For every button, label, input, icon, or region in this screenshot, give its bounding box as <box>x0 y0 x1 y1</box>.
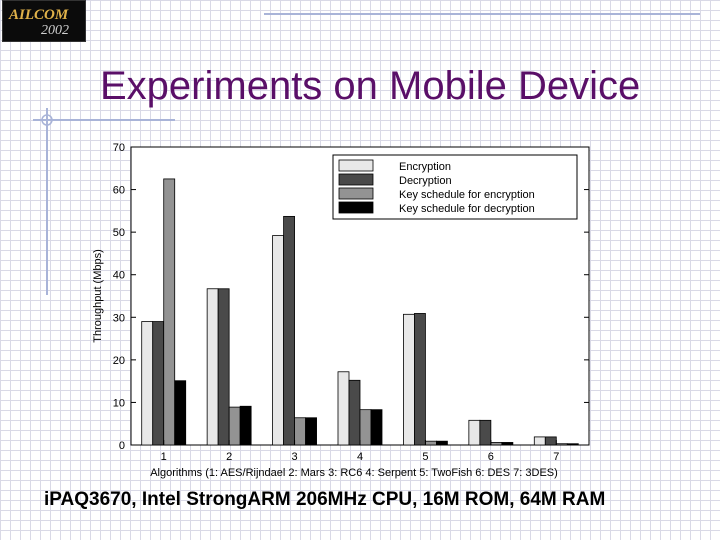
bar <box>272 235 284 446</box>
legend-swatch <box>338 159 374 172</box>
bar <box>337 371 350 446</box>
y-tick-label: 70 <box>113 142 125 154</box>
y-axis-label: Throughput (Mbps) <box>92 249 104 343</box>
bar <box>566 443 579 446</box>
legend-label: Encryption <box>399 161 451 173</box>
logo-year: 2002 <box>41 23 69 38</box>
bar <box>305 417 317 446</box>
bar <box>468 419 481 446</box>
bar <box>403 313 415 446</box>
legend-swatch <box>338 187 374 200</box>
bar <box>490 442 503 446</box>
bar <box>174 380 187 446</box>
y-tick-label: 30 <box>113 312 125 324</box>
bar <box>533 436 546 446</box>
bar <box>479 419 492 446</box>
legend-swatch <box>338 173 374 186</box>
y-tick-label: 60 <box>113 185 125 197</box>
bar <box>348 379 361 446</box>
bar <box>544 436 557 446</box>
bar <box>239 405 252 446</box>
logo-text: AILCOM <box>9 7 69 23</box>
x-tick-label: 3 <box>292 451 298 463</box>
bar <box>141 321 154 446</box>
bar <box>283 215 295 446</box>
bar <box>359 409 372 446</box>
x-tick-label: 2 <box>226 451 232 463</box>
bar <box>370 409 383 446</box>
y-tick-label: 50 <box>113 227 125 239</box>
y-tick-label: 0 <box>119 440 125 452</box>
legend-label: Key schedule for decryption <box>399 203 535 215</box>
x-tick-label: 4 <box>357 451 363 463</box>
bar <box>555 443 568 446</box>
y-tick-label: 40 <box>113 270 125 282</box>
y-tick-label: 10 <box>113 397 125 409</box>
bar <box>206 288 219 446</box>
bar <box>152 321 165 446</box>
legend-box <box>332 154 578 220</box>
legend-label: Key schedule for encryption <box>399 189 535 201</box>
x-tick-label: 7 <box>553 451 559 463</box>
bar <box>217 288 230 446</box>
x-tick-label: 1 <box>161 451 167 463</box>
throughput-bar-chart: 0 10 20 30 40 50 60 70 1 2 3 4 5 6 7 Algorithms (1: AES… <box>92 142 590 479</box>
slide-footer: iPAQ3670, Intel StrongARM 206MHz CPU, 16… <box>44 489 606 510</box>
x-tick-label: 6 <box>488 451 494 463</box>
ailcom-logo: AILCOM 2002 <box>2 0 86 42</box>
bar <box>294 417 306 446</box>
bar <box>228 406 241 446</box>
bar <box>414 313 426 446</box>
x-axis-label: Algorithms (1: AES/Rijndael 2: Mars 3: R… <box>150 467 558 479</box>
x-tick-label: 5 <box>422 451 428 463</box>
bar <box>501 442 514 446</box>
bar <box>436 440 448 446</box>
bar <box>163 178 176 446</box>
bar <box>425 440 437 446</box>
y-tick-label: 20 <box>113 355 125 367</box>
legend-label: Decryption <box>399 175 452 187</box>
slide-title: Experiments on Mobile Device <box>100 64 641 108</box>
legend-swatch <box>338 201 374 214</box>
